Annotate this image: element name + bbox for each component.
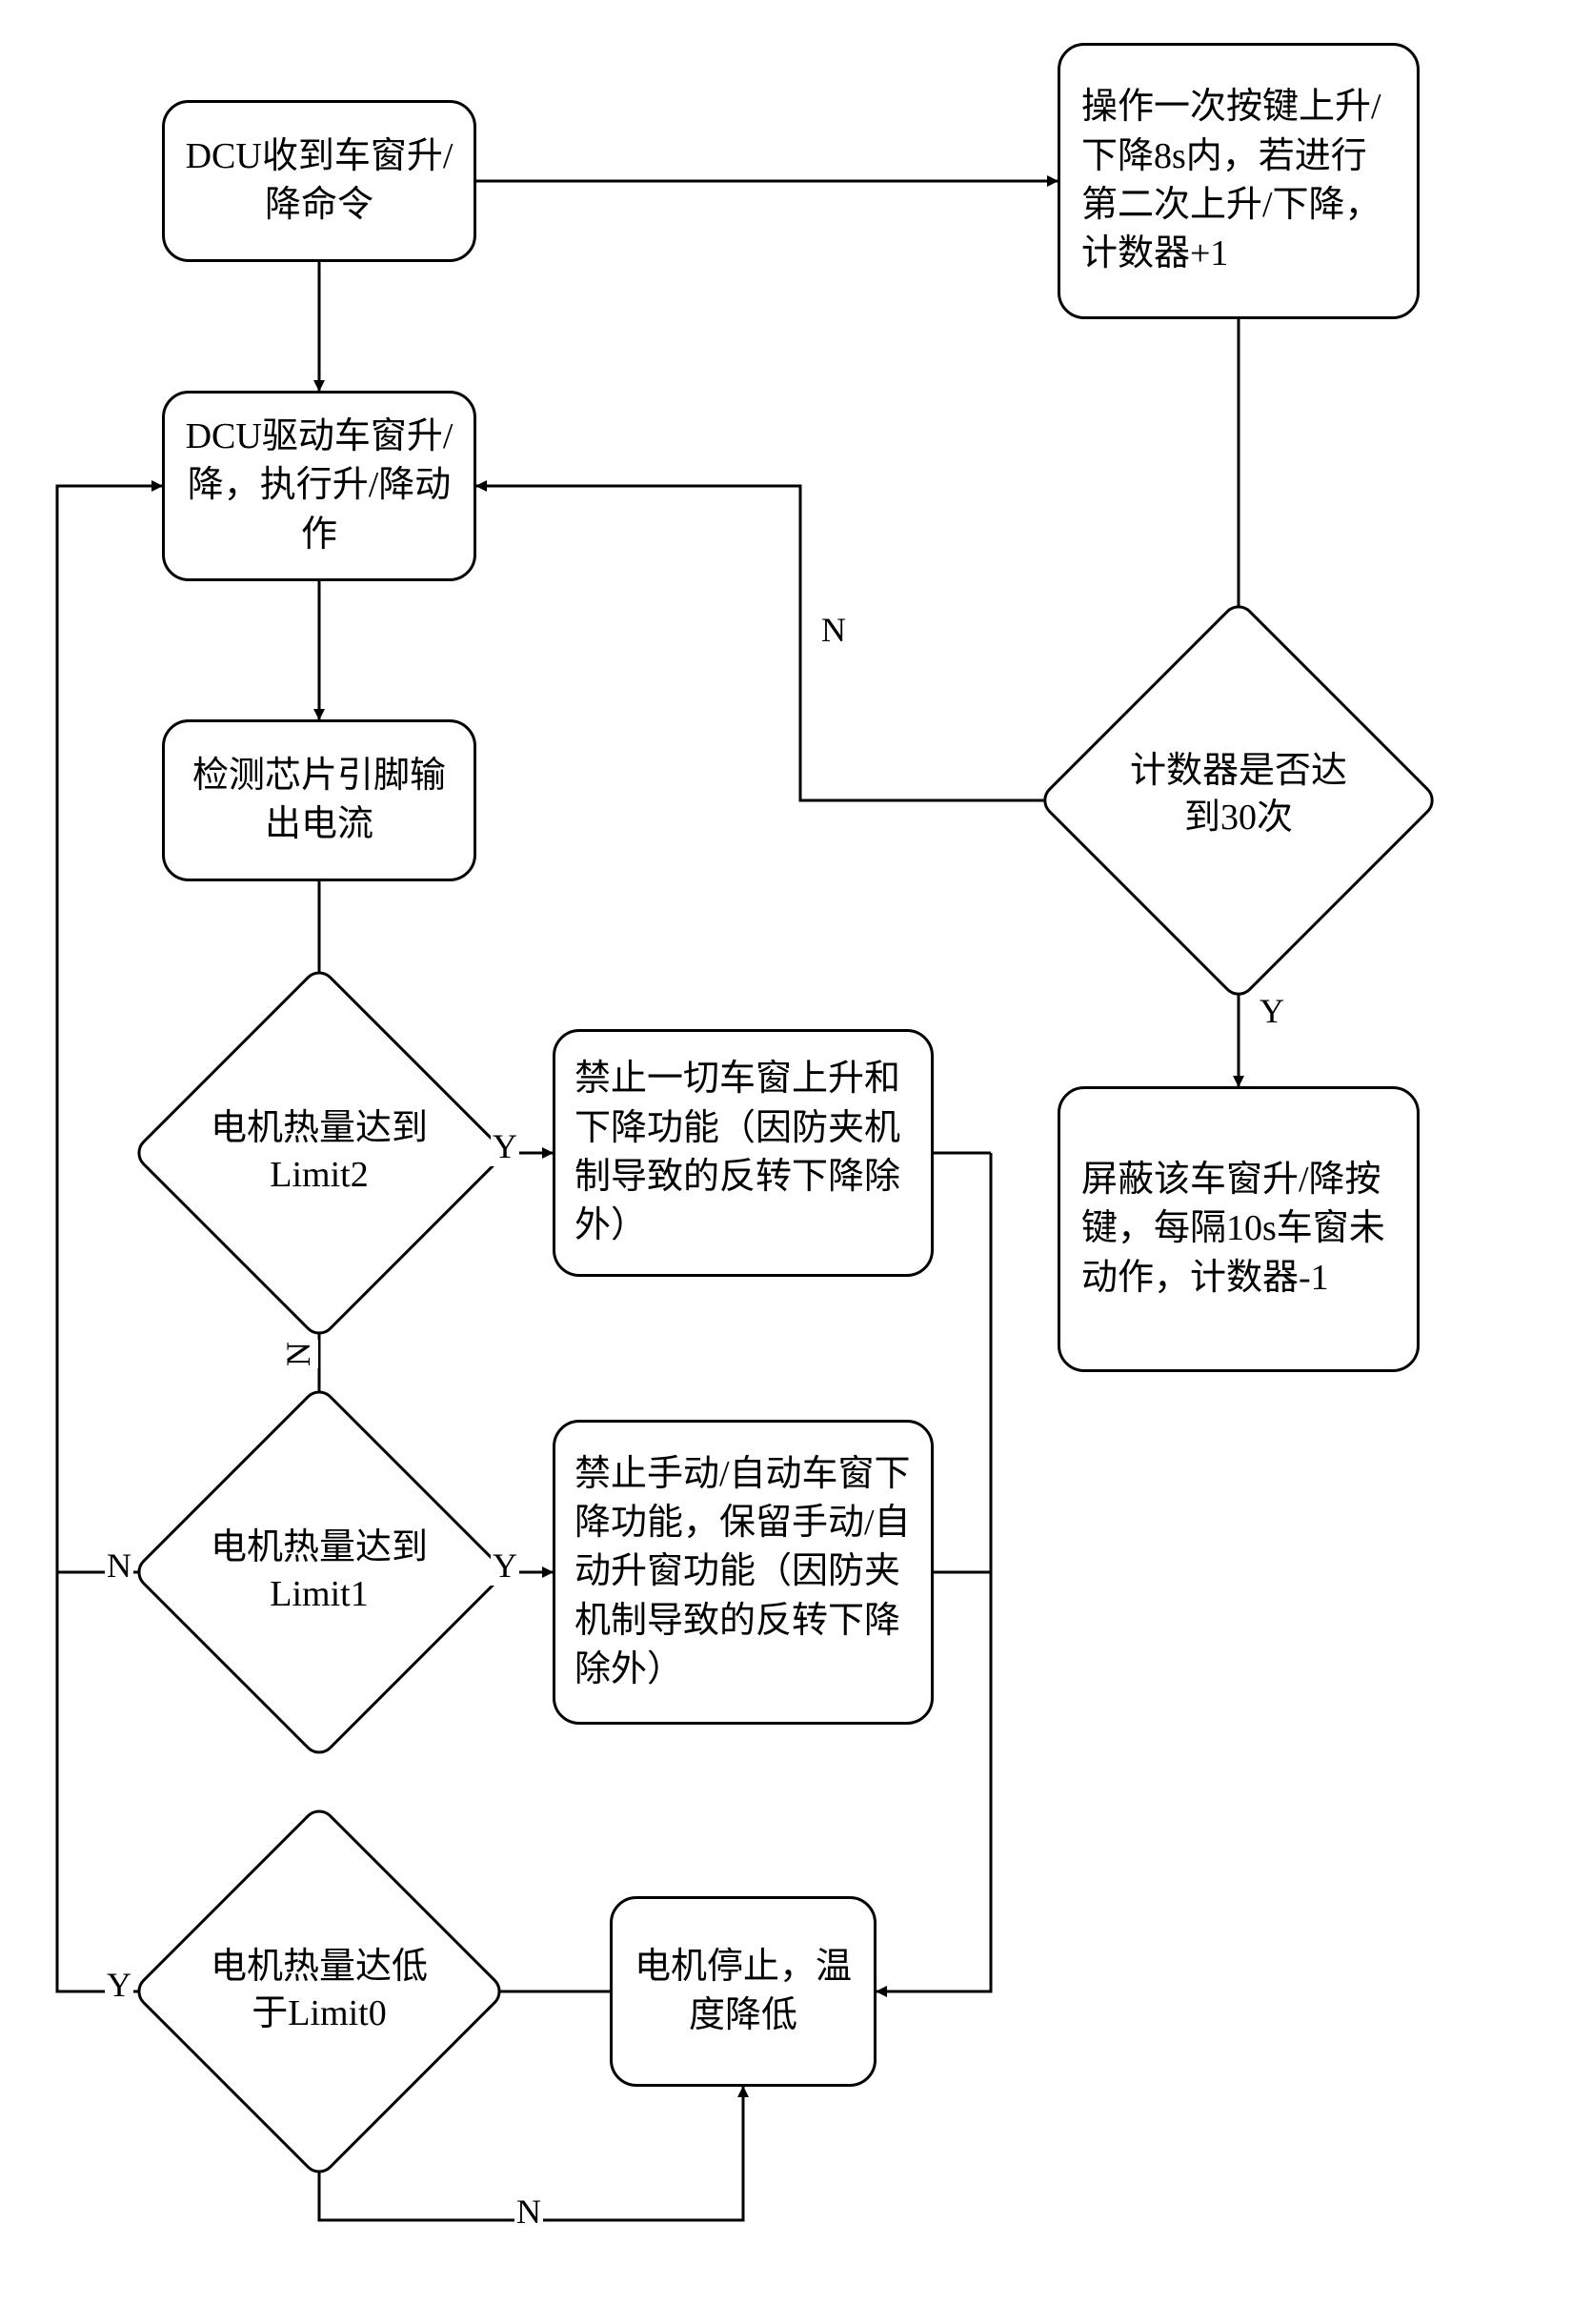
node-dcu-drive: DCU驱动车窗升/降，执行升/降动作 xyxy=(162,391,476,581)
edge-label-d3-n: N xyxy=(514,2192,543,2232)
node-label: DCU驱动车窗升/降，执行升/降动作 xyxy=(180,413,458,559)
node-label: 操作一次按键上升/下降8s内，若进行第二次上升/下降，计数器+1 xyxy=(1081,83,1396,278)
node-dcu-receive: DCU收到车窗升/降命令 xyxy=(162,100,476,262)
node-label: 禁止一切车窗上升和下降功能（因防夹机制导致的反转下降除外） xyxy=(574,1055,912,1250)
node-label: 屏蔽该车窗升/降按键，每隔10s车窗未动作，计数器-1 xyxy=(1081,1156,1396,1303)
node-motor-stop: 电机停止，温度降低 xyxy=(610,1896,877,2087)
node-counter-increment: 操作一次按键上升/下降8s内，若进行第二次上升/下降，计数器+1 xyxy=(1058,43,1420,319)
node-mask-button: 屏蔽该车窗升/降按键，每隔10s车窗未动作，计数器-1 xyxy=(1058,1086,1420,1372)
edge-label-d2-y: Y xyxy=(491,1546,519,1586)
node-disable-down: 禁止手动/自动车窗下降功能，保留手动/自动升窗功能（因防夹机制导致的反转下降除外… xyxy=(553,1420,934,1725)
node-detect-current: 检测芯片引脚输出电流 xyxy=(162,719,476,881)
node-label: 电机停止，温度降低 xyxy=(628,1943,858,2041)
edge-label-d1-n: N xyxy=(278,1340,318,1368)
node-label: 检测芯片引脚输出电流 xyxy=(180,752,458,850)
edge-label-d4-n: N xyxy=(819,610,848,650)
edge-label-d4-y: Y xyxy=(1258,991,1286,1031)
edge-label-d2-n: N xyxy=(105,1546,133,1586)
node-disable-all: 禁止一切车窗上升和下降功能（因防夹机制导致的反转下降除外） xyxy=(553,1029,934,1277)
edge-label-d1-y: Y xyxy=(491,1126,519,1166)
node-label: DCU收到车窗升/降命令 xyxy=(180,132,458,231)
node-label: 禁止手动/自动车窗下降功能，保留手动/自动升窗功能（因防夹机制导致的反转下降除外… xyxy=(574,1450,912,1694)
edge-label-d3-y: Y xyxy=(105,1965,133,2005)
